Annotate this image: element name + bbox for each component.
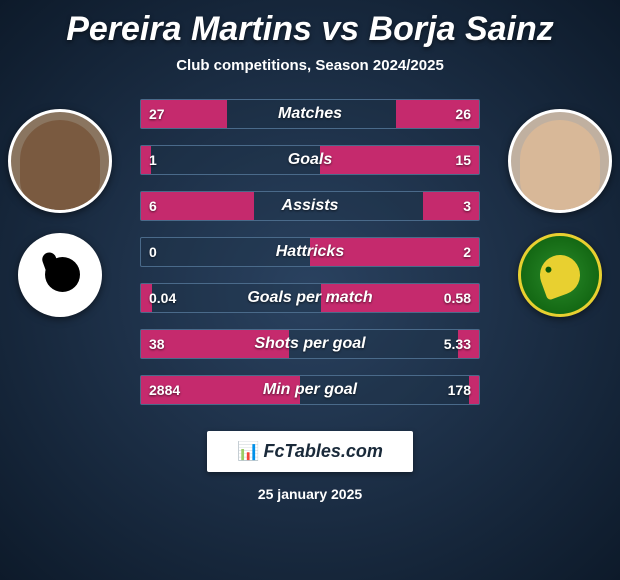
stats-table: 27Matches26 1Goals15 6Assists3 0Hattricks2 0… bbox=[112, 99, 508, 421]
player1-face-icon bbox=[20, 120, 100, 210]
comparison-infographic: Pereira Martins vs Borja Sainz Club comp… bbox=[0, 0, 620, 580]
player1-club-crest bbox=[18, 233, 102, 317]
stat-row: 27Matches26 bbox=[140, 99, 480, 129]
player2-avatar bbox=[508, 109, 612, 213]
stat-row: 2884Min per goal178 bbox=[140, 375, 480, 405]
player2-name: Borja Sainz bbox=[369, 10, 554, 48]
left-side-column bbox=[8, 99, 112, 317]
vs-text: vs bbox=[321, 10, 359, 48]
footer: 📊FcTables.com 25 january 2025 bbox=[0, 431, 620, 502]
stat-value-right: 0.58 bbox=[444, 290, 471, 306]
chart-icon: 📊 bbox=[237, 441, 259, 462]
subtitle: Club competitions, Season 2024/2025 bbox=[0, 57, 620, 74]
stat-label: Goals per match bbox=[141, 289, 479, 307]
stat-label: Min per goal bbox=[141, 381, 479, 399]
player2-face-icon bbox=[520, 120, 600, 210]
swan-icon bbox=[35, 250, 85, 300]
body-row: 27Matches26 1Goals15 6Assists3 0Hattricks2 0… bbox=[0, 99, 620, 421]
right-side-column bbox=[508, 99, 612, 317]
brand-badge: 📊FcTables.com bbox=[207, 431, 413, 472]
stat-value-right: 2 bbox=[463, 244, 471, 260]
date-text: 25 january 2025 bbox=[0, 486, 620, 502]
stat-value-right: 26 bbox=[455, 106, 471, 122]
brand-text: FcTables.com bbox=[264, 441, 383, 461]
stat-row: 0Hattricks2 bbox=[140, 237, 480, 267]
player1-name: Pereira Martins bbox=[66, 10, 312, 48]
stat-value-right: 5.33 bbox=[444, 336, 471, 352]
stat-label: Goals bbox=[141, 151, 479, 169]
stat-row: 1Goals15 bbox=[140, 145, 480, 175]
canary-icon bbox=[534, 249, 585, 300]
stat-label: Assists bbox=[141, 197, 479, 215]
stat-label: Shots per goal bbox=[141, 335, 479, 353]
stat-row: 6Assists3 bbox=[140, 191, 480, 221]
stat-label: Matches bbox=[141, 105, 479, 123]
player2-club-crest bbox=[518, 233, 602, 317]
stat-value-right: 178 bbox=[448, 382, 471, 398]
page-title: Pereira Martins vs Borja Sainz bbox=[0, 10, 620, 49]
player1-avatar bbox=[8, 109, 112, 213]
stat-value-right: 15 bbox=[455, 152, 471, 168]
stat-row: 0.04Goals per match0.58 bbox=[140, 283, 480, 313]
stat-label: Hattricks bbox=[141, 243, 479, 261]
stat-row: 38Shots per goal5.33 bbox=[140, 329, 480, 359]
stat-value-right: 3 bbox=[463, 198, 471, 214]
